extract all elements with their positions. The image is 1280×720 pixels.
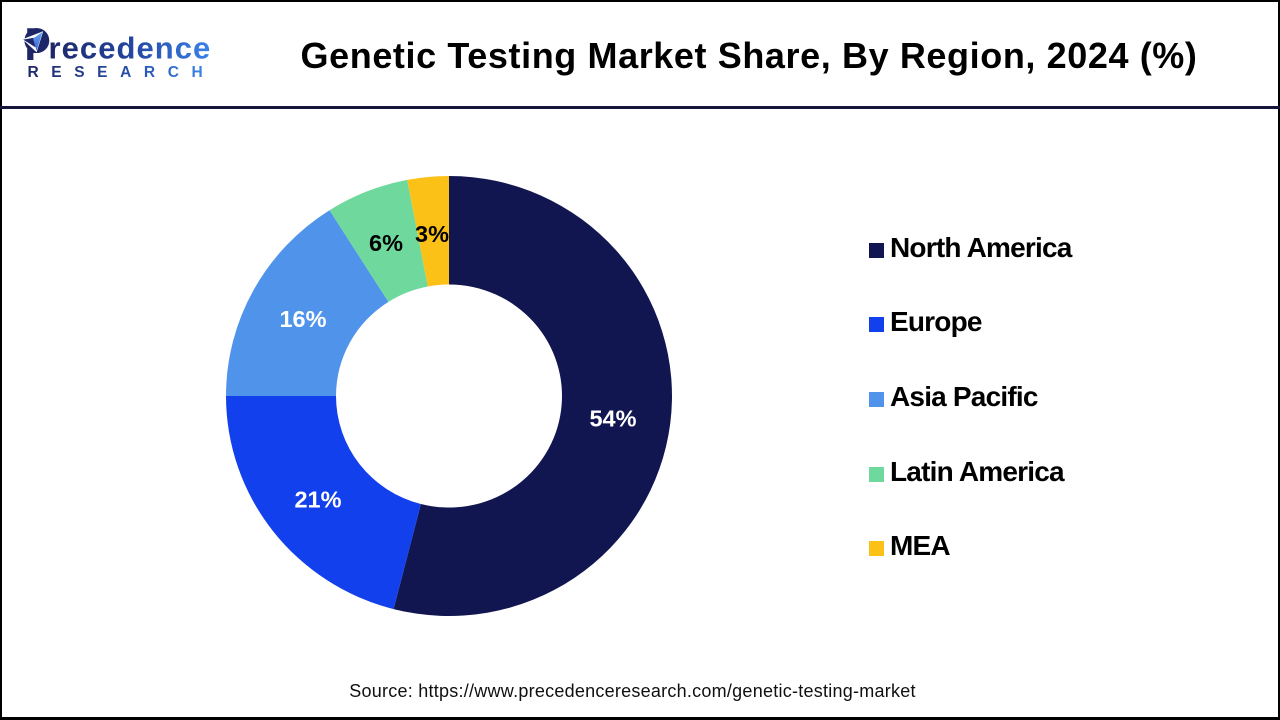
svg-text:RESEARCH: RESEARCH	[28, 64, 216, 81]
svg-text:21%: 21%	[294, 487, 341, 513]
svg-text:16%: 16%	[279, 306, 326, 332]
svg-text:54%: 54%	[589, 406, 636, 432]
svg-text:3%: 3%	[415, 221, 449, 247]
svg-text:recedence: recedence	[49, 31, 212, 66]
svg-text:6%: 6%	[369, 230, 403, 256]
